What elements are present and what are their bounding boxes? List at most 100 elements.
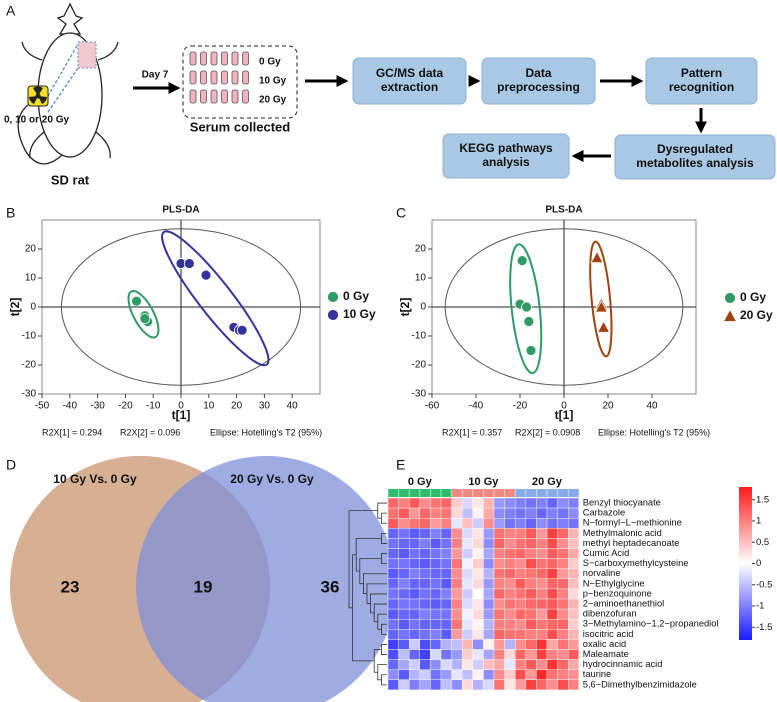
tube [221,89,228,104]
heatmap-cell [419,558,431,569]
heatmap-cell [387,538,399,549]
heatmap-cell [398,538,410,549]
heatmap-cell [451,608,463,620]
heatmap-cell [493,629,505,640]
dendrogram [377,502,387,519]
heatmap-cell [536,538,548,549]
heatmap-cell [546,548,558,559]
heatmap-cell [568,538,580,549]
heatmap-cell [546,528,558,539]
heatmap-cell [472,528,484,539]
heatmap-cell [419,629,431,640]
heatmap-cell [525,608,537,620]
x-tick-label: 20 [231,401,243,412]
heatmap-cell [504,548,516,559]
heatmap-cell [409,528,421,539]
venn-count: 23 [61,577,80,596]
tube [200,89,207,104]
process-label: analysis [482,155,530,169]
heatmap-cell [430,588,442,600]
heatmap-cell [568,649,580,660]
heatmap-cell [472,639,484,650]
heatmap-cell [409,507,421,519]
heatmap-cell [536,659,548,670]
heatmap-cell [515,558,527,569]
heatmap-cell [536,619,548,630]
heatmap-cell [483,588,495,600]
point [516,255,528,267]
heatmap-cell [568,619,580,630]
heatmap-cell [472,649,484,660]
heatmap-cell [409,497,421,509]
group-label: 0 Gy [408,476,433,488]
note: R2X[1] = 0.357 [442,427,502,437]
heatmap-cell [504,659,516,670]
tube [210,51,218,66]
heatmap-cell [387,558,399,569]
group-ellipse [161,230,270,367]
dendrogram [348,510,378,609]
group-label: 20 Gy [532,476,563,488]
y-axis-label: t[2] [8,298,22,317]
heatmap-cell [472,619,484,630]
heatmap-cell [462,538,474,549]
heatmap-cell [430,507,442,519]
heatmap-cell [568,669,580,681]
legend-marker [724,292,736,304]
heatmap-cell [504,598,516,610]
heatmap-cell [409,518,421,529]
heatmap-cell [536,669,548,681]
heatmap-cell [409,538,421,549]
y-tick-label: 20 [415,244,427,255]
process-label: Pattern [681,66,722,80]
heatmap-cell [493,578,505,590]
heatmap-cell [430,679,442,691]
heatmap-cell [430,619,442,630]
tube [189,89,197,104]
heatmap-cell [536,629,548,640]
heatmap-cell [419,528,431,539]
point [521,301,532,313]
heatmap-cell [430,578,442,590]
heatmap-cell [398,507,410,519]
heatmap-cell [515,629,527,640]
heatmap-cell [504,629,516,640]
heatmap-cell [440,649,452,660]
dendrogram [381,644,387,655]
note: Ellipse: Hotelling's T2 (95%) [210,427,322,437]
heatmap-cell [462,518,474,529]
heatmap-cell [557,518,569,529]
heatmap-cell [536,568,548,580]
row-label: hydrocinnamic acid [583,659,663,669]
heatmap-cell [419,619,431,630]
colorbar-tick-label: -0.5 [756,579,772,590]
colorbar-tick-label: -1 [756,601,764,612]
heatmap-cell [398,568,410,580]
heatmap-cell [440,538,452,549]
heatmap-cell [504,669,516,681]
row-label: dibenzofuran [583,609,637,619]
process-box [352,57,467,105]
heatmap-cell [398,629,410,640]
heatmap-cell [525,518,537,529]
heatmap-cell [419,578,431,590]
tube [231,51,239,66]
tube [221,51,228,66]
heatmap-cell [525,659,537,670]
x-tick-label: 40 [646,401,658,412]
x-tick-label: -20 [118,401,133,412]
panel-label: B [6,205,15,221]
heatmap-cell [483,578,495,590]
heatmap-cell [493,558,505,569]
heatmap-cell [525,649,537,660]
heatmap-cell [451,649,463,660]
heatmap-cell [483,507,495,519]
heatmap-cell [419,649,431,660]
point [590,250,604,264]
process-label: Dysregulated [657,142,733,156]
heatmap-cell [462,588,474,600]
heatmap-cell [568,659,580,670]
heatmap-cell [493,518,505,529]
row-label: 3−Methylamino−1,2−propanediol [583,619,719,629]
chart-title: PLS-DA [162,205,199,216]
